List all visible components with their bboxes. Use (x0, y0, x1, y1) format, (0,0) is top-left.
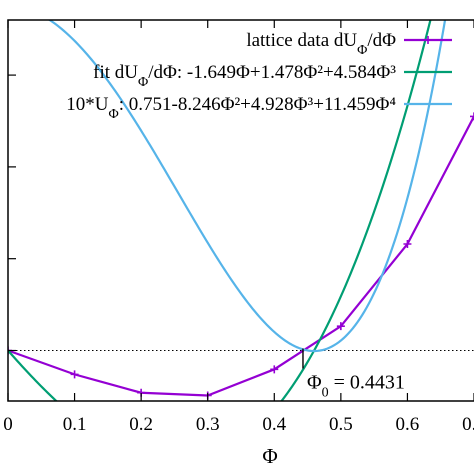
series-line-3 (47, 20, 447, 353)
legend-label-1: lattice data dUΦ/dΦ (246, 30, 396, 58)
phi0-annotation: Φ0 = 0.4431 (307, 372, 405, 401)
data-point (270, 365, 279, 374)
x-tick-label: 0.6 (396, 414, 420, 435)
data-point (336, 322, 345, 331)
series-line-2 (8, 20, 432, 401)
data-point (470, 112, 474, 121)
x-tick-label: 0.4 (262, 414, 286, 435)
x-tick-label: 0.7 (462, 414, 474, 435)
x-tick-label: 0.3 (196, 414, 220, 435)
legend-label-2: fit dUΦ/dΦ: -1.649Φ+1.478Φ²+4.584Φ³ (93, 62, 396, 90)
axes: Φ0 = 0.4431 0 0.1 0.2 0.3 0.4 0.5 0.6 0.7 (3, 19, 474, 435)
x-tick-label: 0.2 (129, 414, 153, 435)
x-axis-label: Φ (262, 444, 277, 468)
x-tick-label: 0.5 (329, 414, 353, 435)
data-point (70, 370, 79, 379)
plot-frame (7, 19, 474, 402)
legend-label-3: 10*UΦ: 0.751-8.246Φ²+4.928Φ³+11.459Φ⁴ (66, 94, 396, 122)
legend: lattice data dUΦ/dΦ fit dUΦ/dΦ: -1.649Φ+1… (66, 30, 452, 122)
series-line-1 (8, 115, 474, 397)
data-point (403, 240, 412, 249)
legend-marker (424, 36, 432, 44)
plot-area (8, 20, 474, 401)
x-tick-label: 0 (3, 414, 13, 435)
x-tick-label: 0.1 (63, 414, 87, 435)
